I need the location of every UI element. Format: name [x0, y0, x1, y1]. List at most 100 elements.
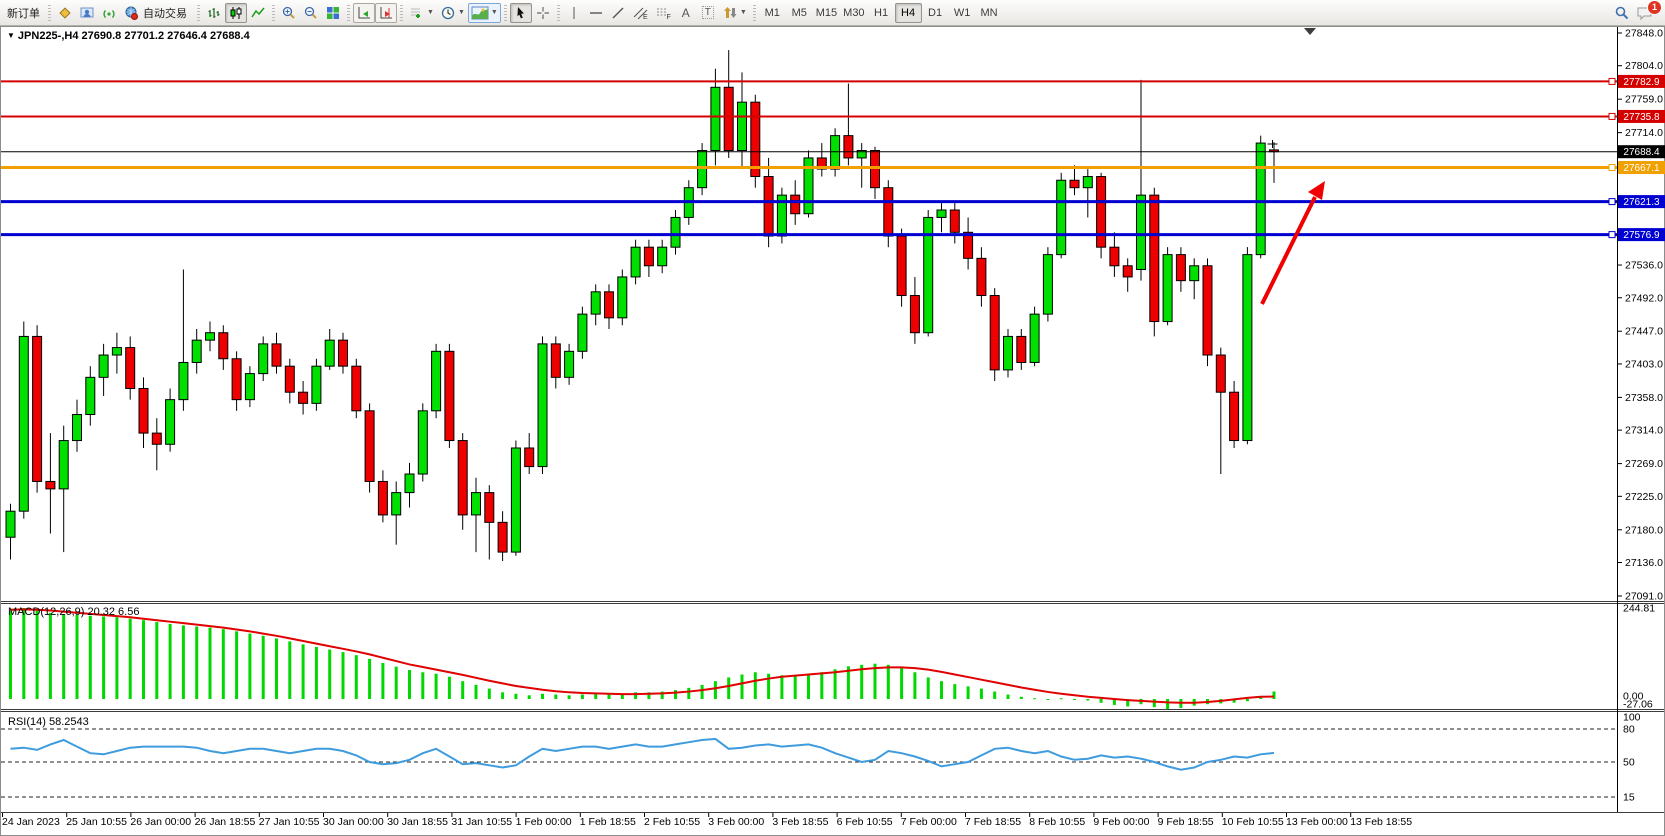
- rsi-indicator-label: RSI(14) 58.2543: [8, 716, 89, 728]
- chart-title[interactable]: ▼ JPN225-,H4 27690.8 27701.2 27646.4 2768…: [7, 30, 250, 42]
- search-button[interactable]: [1611, 3, 1633, 23]
- terminal-window-button[interactable]: [76, 3, 98, 23]
- shapes-button[interactable]: ▼: [719, 3, 750, 23]
- fibonacci-button[interactable]: F: [652, 3, 675, 23]
- chart-type-candles-button[interactable]: [225, 2, 247, 23]
- level-line-27782.9[interactable]: 27782.9: [1, 74, 1665, 88]
- candlestick-icon: [230, 6, 242, 19]
- text-A-icon: A: [681, 5, 690, 20]
- timeframe-M1-button[interactable]: M1: [764, 6, 780, 19]
- zoom-in-button[interactable]: [278, 3, 300, 23]
- indicators-button[interactable]: ▼: [406, 3, 437, 23]
- chart-shift-button[interactable]: [375, 2, 397, 23]
- svg-text:8 Feb 10:55: 8 Feb 10:55: [1029, 816, 1085, 828]
- level-line-27667.1[interactable]: 27667.1: [1, 161, 1665, 175]
- level-line-27688.4[interactable]: 27688.4: [1, 145, 1665, 159]
- toolbar-grip: [400, 4, 403, 21]
- candlesticks[interactable]: [5, 50, 1279, 562]
- text-label-button[interactable]: T: [697, 3, 719, 23]
- vertical-line-button[interactable]: [563, 3, 585, 23]
- macd-panel[interactable]: 244.81 0.00-27.06: [9, 603, 1655, 711]
- trendline-button[interactable]: [607, 3, 629, 23]
- arrows-shapes-icon: [723, 6, 737, 18]
- autoscroll-button[interactable]: [353, 2, 375, 23]
- crosshair-icon: [536, 6, 549, 19]
- trend-arrow-annotation[interactable]: [1260, 181, 1325, 305]
- timeframe-MN-button[interactable]: MN: [980, 6, 998, 19]
- new-order-button[interactable]: 新订单: [7, 7, 40, 20]
- chart-shift-marker[interactable]: [1304, 28, 1316, 35]
- autotrade-button[interactable]: 自动交易: [120, 3, 194, 23]
- signal-waves-icon: [103, 9, 115, 18]
- add-indicator-icon: [411, 8, 420, 18]
- chart-dropdown-arrow-icon[interactable]: ▼: [7, 31, 15, 40]
- tile-windows-button[interactable]: [322, 3, 344, 23]
- chart-profile-button[interactable]: ▼: [467, 2, 501, 23]
- svg-text:31 Jan 10:55: 31 Jan 10:55: [451, 816, 512, 828]
- autotrade-label: 自动交易: [143, 7, 187, 20]
- level-line-27621.3[interactable]: 27621.3: [1, 195, 1665, 209]
- svg-text:27848.0: 27848.0: [1625, 28, 1663, 40]
- svg-text:9 Feb 00:00: 9 Feb 00:00: [1093, 816, 1149, 828]
- chart-type-bars-button[interactable]: [203, 3, 225, 23]
- svg-text:27180.0: 27180.0: [1625, 524, 1663, 536]
- equidistant-channel-button[interactable]: E: [629, 3, 652, 23]
- toolbar-grip: [752, 4, 756, 21]
- svg-text:7 Feb 00:00: 7 Feb 00:00: [901, 816, 957, 828]
- autotrade-globe-icon: [125, 6, 138, 20]
- timeframe-H4-button[interactable]: H4: [894, 2, 922, 23]
- horizontal-line-button[interactable]: [585, 3, 607, 23]
- level-line-27735.8[interactable]: 27735.8: [1, 109, 1665, 123]
- toolbar-grip: [347, 4, 350, 21]
- rsi-line[interactable]: [10, 737, 1275, 771]
- channel-icon: E: [633, 7, 648, 21]
- svg-text:27136.0: 27136.0: [1625, 557, 1663, 569]
- svg-text:27576.9: 27576.9: [1623, 230, 1660, 241]
- toolbar-grip: [272, 4, 275, 21]
- timeframe-H1-button[interactable]: H1: [874, 6, 889, 19]
- timeframe-M5-button[interactable]: M5: [791, 6, 807, 19]
- macd-signal-line[interactable]: [10, 608, 1275, 704]
- svg-text:6 Feb 10:55: 6 Feb 10:55: [837, 816, 893, 828]
- chart-type-line-button[interactable]: [247, 3, 269, 23]
- zoom-out-icon: [304, 6, 317, 19]
- dropdown-arrow-icon: ▼: [490, 9, 498, 16]
- timeframe-M30-button[interactable]: M30: [843, 6, 865, 19]
- svg-text:27667.1: 27667.1: [1623, 163, 1660, 174]
- zoom-out-button[interactable]: [300, 3, 322, 23]
- crosshair-button[interactable]: [532, 3, 554, 23]
- chat-button[interactable]: 1: [1633, 0, 1662, 23]
- svg-text:27314.0: 27314.0: [1625, 425, 1663, 437]
- text-button[interactable]: A: [675, 3, 697, 23]
- toolbar-grip: [197, 4, 200, 21]
- svg-text:1 Feb 18:55: 1 Feb 18:55: [580, 816, 636, 828]
- clock-icon: [441, 6, 455, 19]
- toolbar-grip: [503, 4, 507, 21]
- zoom-in-icon: [282, 6, 295, 19]
- signal-button[interactable]: [98, 3, 120, 23]
- svg-text:24 Jan 2023: 24 Jan 2023: [2, 816, 60, 828]
- cursor-button[interactable]: [509, 2, 532, 23]
- svg-text:27621.3: 27621.3: [1623, 197, 1660, 208]
- tile-windows-icon: [327, 6, 339, 19]
- svg-text:27536.0: 27536.0: [1625, 260, 1663, 272]
- svg-text:27782.9: 27782.9: [1623, 77, 1660, 88]
- timeframe-D1-button[interactable]: D1: [928, 6, 943, 19]
- dropdown-arrow-icon: ▼: [427, 9, 434, 16]
- svg-text:9 Feb 18:55: 9 Feb 18:55: [1158, 816, 1214, 828]
- svg-text:30 Jan 00:00: 30 Jan 00:00: [323, 816, 384, 828]
- periods-button[interactable]: ▼: [437, 3, 468, 23]
- svg-text:27735.8: 27735.8: [1623, 112, 1660, 123]
- svg-text:30 Jan 18:55: 30 Jan 18:55: [387, 816, 448, 828]
- dropdown-arrow-icon: ▼: [457, 9, 465, 16]
- svg-text:27225.0: 27225.0: [1625, 491, 1663, 503]
- svg-text:25 Jan 10:55: 25 Jan 10:55: [66, 816, 127, 828]
- svg-text:27403.0: 27403.0: [1625, 358, 1663, 370]
- level-line-27576.9[interactable]: 27576.9: [1, 228, 1665, 242]
- quotes-window-button[interactable]: [54, 3, 76, 23]
- timeframe-M15-button[interactable]: M15: [815, 6, 838, 19]
- timeframe-W1-button[interactable]: W1: [953, 6, 971, 19]
- time-axis: 24 Jan 2023 25 Jan 10:55 26 Jan 00:00 26 Ja…: [2, 813, 1412, 828]
